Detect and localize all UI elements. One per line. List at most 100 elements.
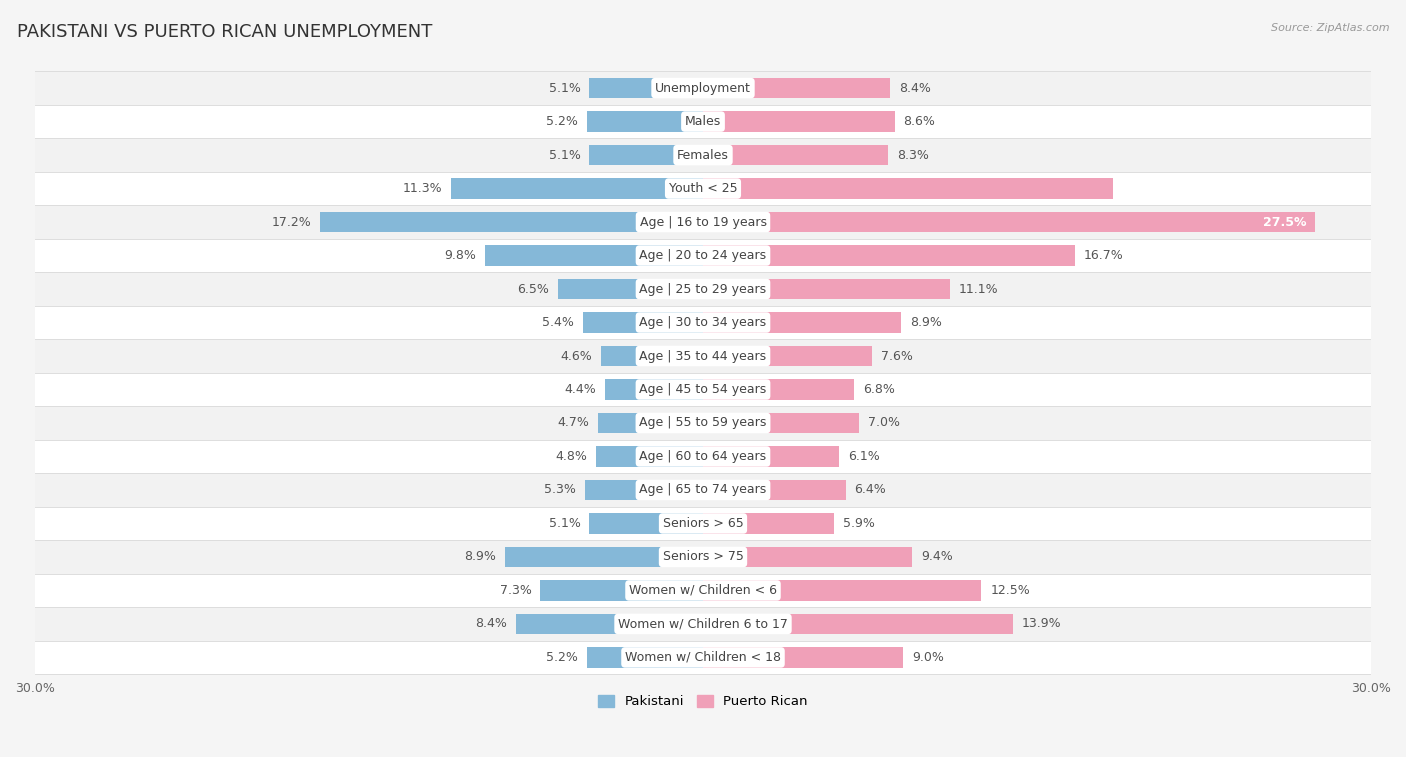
- Legend: Pakistani, Puerto Rican: Pakistani, Puerto Rican: [593, 690, 813, 714]
- Bar: [588, 647, 703, 668]
- Text: 12.5%: 12.5%: [990, 584, 1031, 597]
- Text: 8.4%: 8.4%: [898, 82, 931, 95]
- Text: 17.2%: 17.2%: [271, 216, 311, 229]
- Bar: [703, 446, 839, 467]
- Bar: [703, 580, 981, 601]
- Bar: [35, 238, 1371, 273]
- Text: Source: ZipAtlas.com: Source: ZipAtlas.com: [1271, 23, 1389, 33]
- Text: 5.9%: 5.9%: [844, 517, 875, 530]
- Bar: [35, 104, 1371, 139]
- Bar: [516, 613, 703, 634]
- Text: 18.4%: 18.4%: [1122, 182, 1166, 195]
- Bar: [540, 580, 703, 601]
- Text: 9.8%: 9.8%: [444, 249, 475, 262]
- Text: Women w/ Children 6 to 17: Women w/ Children 6 to 17: [619, 618, 787, 631]
- Bar: [589, 145, 703, 166]
- Bar: [35, 306, 1371, 339]
- Bar: [35, 607, 1371, 640]
- Bar: [703, 145, 887, 166]
- Text: Females: Females: [678, 148, 728, 161]
- Bar: [600, 346, 703, 366]
- Text: 5.1%: 5.1%: [548, 82, 581, 95]
- Text: 5.1%: 5.1%: [548, 148, 581, 161]
- Text: 8.9%: 8.9%: [464, 550, 496, 563]
- Bar: [35, 440, 1371, 473]
- Bar: [35, 473, 1371, 506]
- Bar: [703, 513, 834, 534]
- Bar: [35, 205, 1371, 238]
- Text: 8.3%: 8.3%: [897, 148, 928, 161]
- Text: Women w/ Children < 6: Women w/ Children < 6: [628, 584, 778, 597]
- Text: 6.5%: 6.5%: [517, 282, 550, 295]
- Bar: [703, 647, 904, 668]
- Bar: [451, 178, 703, 199]
- Bar: [585, 480, 703, 500]
- Bar: [35, 372, 1371, 407]
- Text: 9.4%: 9.4%: [921, 550, 953, 563]
- Text: 11.3%: 11.3%: [404, 182, 443, 195]
- Text: Age | 65 to 74 years: Age | 65 to 74 years: [640, 484, 766, 497]
- Text: 9.0%: 9.0%: [912, 651, 945, 664]
- Text: 6.8%: 6.8%: [863, 383, 896, 396]
- Text: 7.0%: 7.0%: [868, 416, 900, 429]
- Text: 6.4%: 6.4%: [855, 484, 886, 497]
- Bar: [605, 379, 703, 400]
- Text: 8.9%: 8.9%: [910, 316, 942, 329]
- Bar: [703, 547, 912, 567]
- Bar: [589, 513, 703, 534]
- Text: 5.2%: 5.2%: [547, 651, 578, 664]
- Bar: [35, 574, 1371, 607]
- Bar: [703, 613, 1012, 634]
- Bar: [703, 178, 1112, 199]
- Text: Youth < 25: Youth < 25: [669, 182, 737, 195]
- Bar: [35, 273, 1371, 306]
- Text: Age | 35 to 44 years: Age | 35 to 44 years: [640, 350, 766, 363]
- Text: 13.9%: 13.9%: [1021, 618, 1062, 631]
- Text: 4.4%: 4.4%: [564, 383, 596, 396]
- Bar: [558, 279, 703, 300]
- Text: Seniors > 75: Seniors > 75: [662, 550, 744, 563]
- Bar: [703, 413, 859, 433]
- Bar: [588, 111, 703, 132]
- Text: 7.6%: 7.6%: [882, 350, 912, 363]
- Text: 8.4%: 8.4%: [475, 618, 508, 631]
- Bar: [321, 212, 703, 232]
- Text: Age | 20 to 24 years: Age | 20 to 24 years: [640, 249, 766, 262]
- Bar: [35, 407, 1371, 440]
- Text: Seniors > 65: Seniors > 65: [662, 517, 744, 530]
- Bar: [703, 312, 901, 333]
- Text: 4.6%: 4.6%: [560, 350, 592, 363]
- Bar: [703, 111, 894, 132]
- Bar: [703, 346, 872, 366]
- Bar: [703, 78, 890, 98]
- Text: Women w/ Children < 18: Women w/ Children < 18: [626, 651, 780, 664]
- Text: 16.7%: 16.7%: [1084, 249, 1123, 262]
- Bar: [703, 279, 950, 300]
- Text: 8.6%: 8.6%: [904, 115, 935, 128]
- Bar: [599, 413, 703, 433]
- Bar: [485, 245, 703, 266]
- Text: 11.1%: 11.1%: [959, 282, 998, 295]
- Text: 6.1%: 6.1%: [848, 450, 880, 463]
- Text: 27.5%: 27.5%: [1263, 216, 1306, 229]
- Text: Age | 45 to 54 years: Age | 45 to 54 years: [640, 383, 766, 396]
- Text: 5.3%: 5.3%: [544, 484, 576, 497]
- Bar: [703, 480, 845, 500]
- Bar: [703, 245, 1076, 266]
- Text: 4.8%: 4.8%: [555, 450, 588, 463]
- Bar: [35, 71, 1371, 104]
- Text: 5.2%: 5.2%: [547, 115, 578, 128]
- Bar: [35, 640, 1371, 674]
- Bar: [35, 339, 1371, 372]
- Bar: [582, 312, 703, 333]
- Bar: [505, 547, 703, 567]
- Text: 4.7%: 4.7%: [558, 416, 589, 429]
- Bar: [703, 379, 855, 400]
- Text: PAKISTANI VS PUERTO RICAN UNEMPLOYMENT: PAKISTANI VS PUERTO RICAN UNEMPLOYMENT: [17, 23, 432, 41]
- Bar: [589, 78, 703, 98]
- Text: Age | 60 to 64 years: Age | 60 to 64 years: [640, 450, 766, 463]
- Bar: [35, 172, 1371, 205]
- Text: Age | 30 to 34 years: Age | 30 to 34 years: [640, 316, 766, 329]
- Bar: [35, 540, 1371, 574]
- Text: 5.4%: 5.4%: [541, 316, 574, 329]
